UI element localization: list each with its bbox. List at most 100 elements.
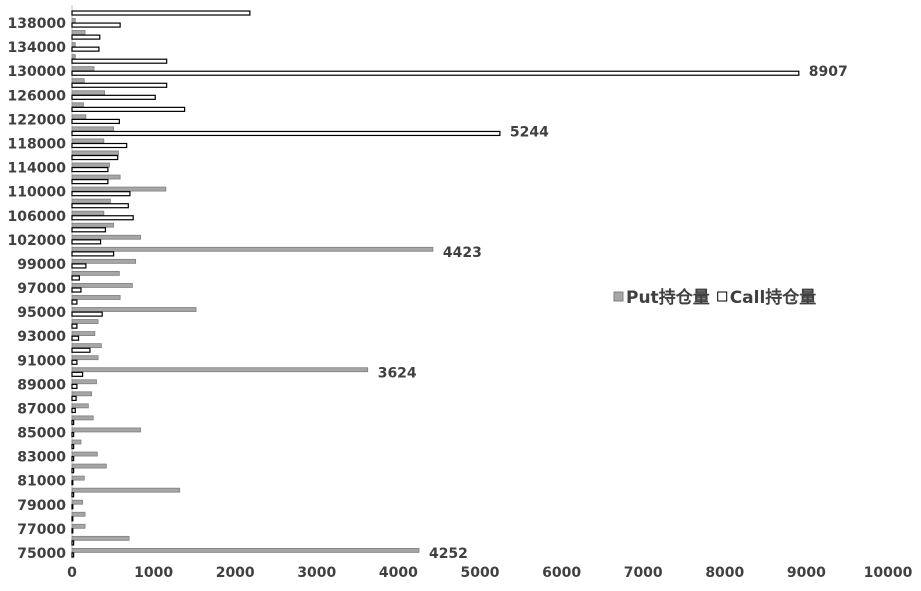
bar bbox=[71, 347, 91, 353]
bar bbox=[71, 451, 98, 457]
bar bbox=[71, 516, 74, 522]
bar bbox=[71, 138, 105, 144]
y-tick-label: 99000 bbox=[17, 257, 66, 273]
bar bbox=[71, 311, 103, 317]
bar bbox=[71, 198, 111, 204]
data-label: 8907 bbox=[809, 64, 848, 80]
y-tick-label: 138000 bbox=[8, 16, 67, 32]
y-tick-label: 77000 bbox=[17, 522, 66, 538]
y-tick-label: 110000 bbox=[8, 185, 67, 201]
bar bbox=[71, 492, 75, 498]
bar bbox=[71, 307, 197, 312]
y-tick-label: 85000 bbox=[17, 426, 66, 442]
bar bbox=[71, 504, 74, 510]
bar bbox=[71, 456, 75, 462]
y-tick-label: 83000 bbox=[17, 450, 66, 466]
bar bbox=[71, 58, 168, 64]
y-tick-label: 134000 bbox=[8, 40, 67, 56]
bar bbox=[71, 227, 107, 233]
x-tick-label: 6000 bbox=[542, 565, 581, 581]
bar bbox=[71, 468, 75, 474]
bar bbox=[71, 487, 181, 493]
bar bbox=[71, 118, 120, 125]
bar bbox=[71, 234, 141, 240]
bar bbox=[71, 94, 156, 100]
bar bbox=[71, 162, 110, 168]
bar bbox=[71, 335, 80, 341]
bar bbox=[71, 203, 129, 209]
y-tick-label: 95000 bbox=[17, 305, 66, 321]
bar bbox=[71, 415, 94, 421]
bar bbox=[71, 258, 137, 264]
x-tick-label: 0 bbox=[67, 565, 77, 581]
bar bbox=[71, 359, 78, 365]
bar bbox=[71, 30, 86, 35]
y-tick-label: 130000 bbox=[8, 64, 67, 80]
data-label: 4252 bbox=[429, 546, 468, 562]
bar bbox=[71, 511, 86, 517]
bar bbox=[71, 246, 434, 252]
bar bbox=[71, 66, 95, 72]
bar bbox=[71, 114, 87, 120]
bar bbox=[71, 395, 77, 402]
bar bbox=[71, 186, 167, 192]
y-tick-label: 102000 bbox=[8, 233, 67, 249]
y-tick-label: 126000 bbox=[8, 88, 67, 104]
bar bbox=[71, 90, 106, 96]
y-tick-label: 89000 bbox=[17, 377, 66, 393]
bar bbox=[71, 82, 168, 88]
bar bbox=[71, 499, 84, 505]
bar bbox=[71, 102, 84, 108]
bar bbox=[71, 22, 121, 28]
legend-label: Put持仓量 bbox=[626, 287, 710, 308]
bar bbox=[71, 407, 76, 414]
x-tick-label: 3000 bbox=[297, 565, 336, 581]
y-tick-label: 75000 bbox=[17, 546, 66, 562]
y-tick-label: 79000 bbox=[17, 498, 66, 514]
bar bbox=[71, 343, 102, 349]
data-label: 5244 bbox=[510, 124, 549, 140]
bar bbox=[71, 179, 109, 185]
legend-swatch bbox=[717, 291, 728, 302]
bar bbox=[71, 10, 251, 16]
bar bbox=[71, 283, 133, 288]
y-tick-label: 114000 bbox=[8, 161, 67, 177]
bar bbox=[71, 443, 75, 450]
y-tick-label: 97000 bbox=[17, 281, 66, 297]
bar bbox=[71, 528, 74, 534]
x-tick-label: 10000 bbox=[864, 565, 913, 581]
bar bbox=[71, 78, 85, 84]
legend-label: Call持仓量 bbox=[730, 287, 817, 308]
bar bbox=[71, 70, 800, 76]
x-tick-label: 1000 bbox=[134, 565, 173, 581]
x-tick-label: 5000 bbox=[461, 565, 500, 581]
bar bbox=[71, 439, 82, 445]
bar bbox=[71, 355, 99, 361]
bar bbox=[71, 379, 97, 385]
bar bbox=[71, 391, 92, 397]
y-tick-label: 118000 bbox=[8, 137, 67, 153]
bar bbox=[71, 319, 99, 324]
bar bbox=[71, 166, 109, 173]
bar bbox=[71, 367, 369, 373]
bar bbox=[71, 54, 76, 59]
bar bbox=[71, 222, 115, 228]
bar bbox=[71, 150, 119, 156]
x-tick-label: 4000 bbox=[379, 565, 418, 581]
bar bbox=[71, 475, 85, 481]
data-label: 4423 bbox=[443, 245, 482, 261]
bar bbox=[71, 275, 80, 281]
bar bbox=[71, 523, 86, 529]
y-tick-label: 81000 bbox=[17, 474, 66, 490]
bar bbox=[71, 270, 120, 276]
bar bbox=[71, 42, 76, 47]
bar bbox=[71, 287, 82, 293]
x-tick-label: 9000 bbox=[787, 565, 826, 581]
bar bbox=[71, 547, 420, 553]
x-tick-label: 2000 bbox=[216, 565, 255, 581]
bar bbox=[71, 34, 101, 40]
y-tick-label: 91000 bbox=[17, 353, 66, 369]
bar bbox=[71, 174, 121, 180]
bar bbox=[71, 154, 119, 161]
